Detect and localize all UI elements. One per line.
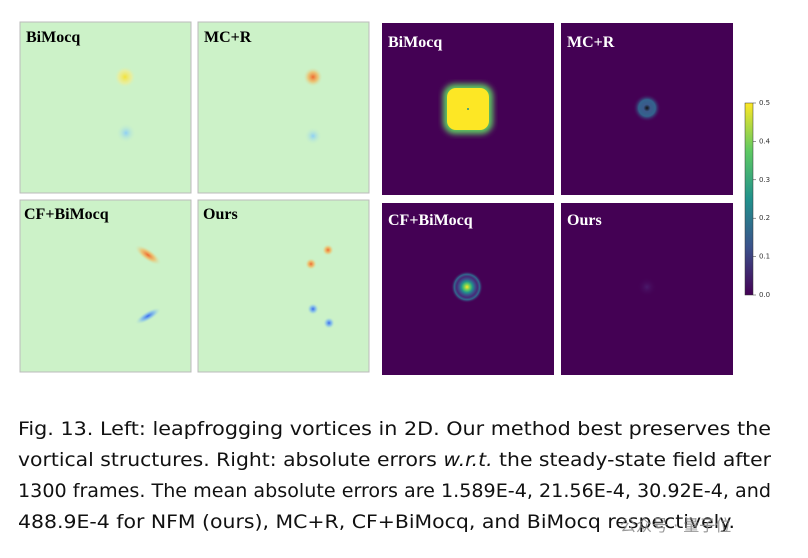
caption-text: 1300 frames. The mean absolute errors ar…	[18, 480, 771, 502]
caption-line: 1300 frames. The mean absolute errors ar…	[18, 480, 771, 502]
caption-line: vortical structures. Right: absolute err…	[18, 449, 771, 471]
caption: Fig. 13. Left: leapfrogging vortices in …	[18, 418, 771, 533]
colorbar-tick-label: 0.4	[759, 137, 771, 145]
vortex	[303, 67, 323, 87]
colorbar-tick-label: 0.1	[759, 253, 770, 261]
error-field	[451, 271, 483, 303]
vortex	[305, 258, 317, 270]
panel	[197, 199, 370, 373]
panel-label: BiMocq	[26, 29, 80, 46]
panel	[19, 199, 192, 373]
panel-label: BiMocq	[388, 34, 442, 51]
error-field	[633, 94, 661, 122]
caption-line: 488.9E-4 for NFM (ours), MC+R, CF+BiMocq…	[18, 511, 735, 533]
vortex	[114, 66, 136, 88]
panel-label: Ours	[203, 206, 238, 223]
left-panels: BiMocq MC+R CF+BiMocq Ours	[19, 21, 370, 373]
panel-label: Ours	[567, 212, 602, 229]
panel-label: MC+R	[204, 29, 252, 46]
right-panels: BiMocq MC+R CF+BiMocq Ours 0.00.10.20.30…	[382, 23, 771, 375]
colorbar-tick-label: 0.2	[759, 214, 770, 222]
vortex	[323, 317, 335, 329]
vortex	[307, 303, 319, 315]
caption-text: Fig. 13. Left: leapfrogging vortices in …	[18, 418, 771, 440]
vortex	[116, 123, 136, 143]
watermark: 公众号 · 量子位	[620, 516, 731, 535]
caption-text: the steady-state field after	[493, 449, 772, 471]
panel-label: CF+BiMocq	[24, 206, 109, 223]
panel	[197, 21, 370, 194]
caption-text: vortical structures. Right: absolute err…	[18, 449, 443, 471]
error-field	[467, 108, 469, 110]
vortex	[134, 307, 162, 325]
vortex	[322, 244, 334, 256]
panel	[19, 21, 192, 194]
colorbar-tick-label: 0.5	[759, 99, 770, 107]
colorbar-ticks: 0.0 0.1 0.2 0.3 0.4 0.5	[753, 99, 771, 299]
vortex	[134, 244, 162, 266]
caption-line: Fig. 13. Left: leapfrogging vortices in …	[18, 418, 771, 440]
caption-text: 488.9E-4 for NFM (ours), MC+R, CF+BiMocq…	[18, 511, 735, 533]
caption-text: w.r.t.	[443, 449, 492, 471]
error-field	[637, 277, 657, 297]
vortex	[304, 127, 322, 145]
colorbar-tick-label: 0.0	[759, 291, 770, 299]
colorbar	[744, 102, 754, 296]
panel-label: MC+R	[567, 34, 615, 51]
panel-label: CF+BiMocq	[388, 212, 473, 229]
colorbar-tick-label: 0.3	[759, 176, 770, 184]
